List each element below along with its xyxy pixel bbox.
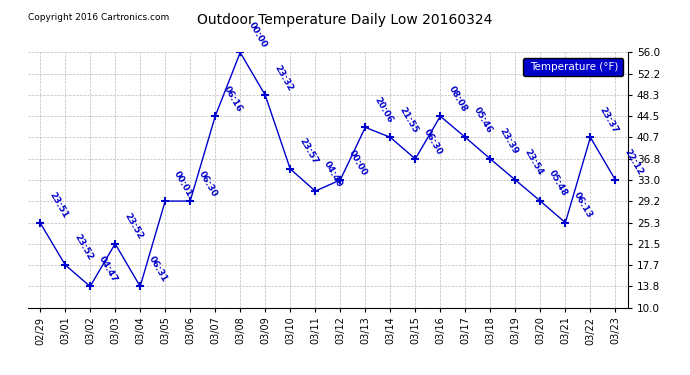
Text: 23:32: 23:32 [272, 63, 294, 92]
Text: 23:57: 23:57 [297, 137, 319, 166]
Text: Copyright 2016 Cartronics.com: Copyright 2016 Cartronics.com [28, 13, 169, 22]
Text: 04:40: 04:40 [322, 159, 344, 188]
Text: 06:13: 06:13 [572, 191, 594, 220]
Text: 23:51: 23:51 [47, 190, 69, 220]
Text: 23:37: 23:37 [598, 105, 620, 135]
Text: 23:54: 23:54 [522, 148, 544, 177]
Text: 06:30: 06:30 [422, 127, 444, 156]
Text: 05:48: 05:48 [547, 169, 569, 198]
Text: 23:39: 23:39 [497, 127, 520, 156]
Text: 21:55: 21:55 [397, 105, 420, 135]
Text: 20:06: 20:06 [372, 96, 394, 124]
Text: 06:16: 06:16 [222, 84, 244, 114]
Text: Outdoor Temperature Daily Low 20160324: Outdoor Temperature Daily Low 20160324 [197, 13, 493, 27]
Text: 23:52: 23:52 [122, 211, 144, 241]
Text: 22:12: 22:12 [622, 148, 644, 177]
Text: 08:08: 08:08 [447, 84, 469, 114]
Text: 00:00: 00:00 [247, 21, 269, 50]
Text: 04:47: 04:47 [97, 254, 119, 284]
Text: 00:00: 00:00 [347, 148, 369, 177]
Legend: Temperature (°F): Temperature (°F) [523, 58, 622, 76]
Text: 06:31: 06:31 [147, 255, 169, 284]
Text: 06:30: 06:30 [197, 169, 219, 198]
Text: 23:52: 23:52 [72, 233, 94, 262]
Text: 00:01: 00:01 [172, 170, 194, 198]
Text: 05:46: 05:46 [472, 105, 494, 135]
